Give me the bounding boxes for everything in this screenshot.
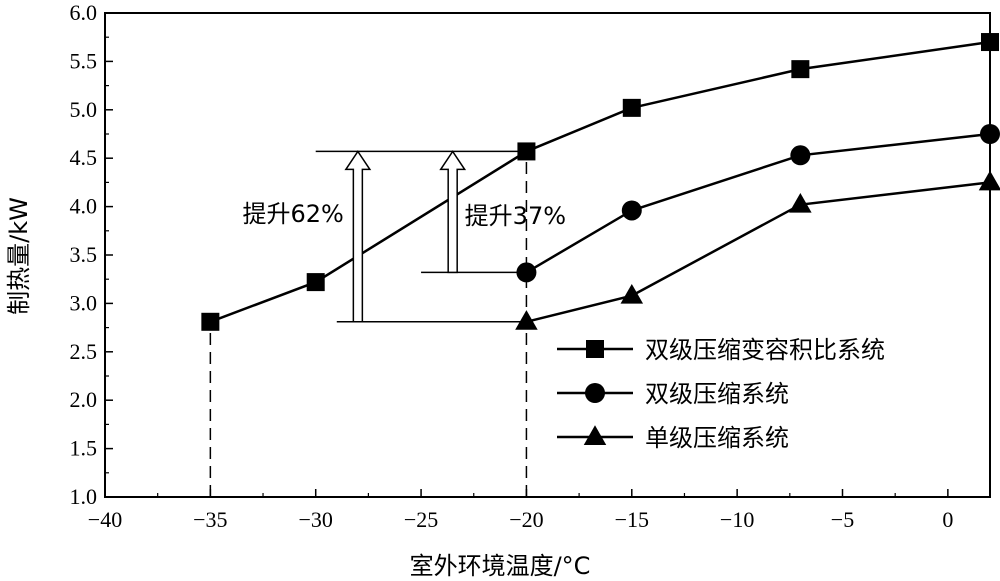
y-tick-label: 2.5 <box>70 339 98 364</box>
y-tick-label: 1.5 <box>70 436 98 461</box>
data-point-square <box>586 340 604 358</box>
legend-label: 双级压缩系统 <box>645 380 789 408</box>
data-point-square <box>306 273 325 292</box>
data-point-triangle <box>978 170 1000 191</box>
x-tick-label: −20 <box>509 507 543 532</box>
y-tick-label: 4.0 <box>70 194 98 219</box>
data-point-circle <box>790 145 811 166</box>
data-point-square <box>981 33 999 52</box>
x-tick-label: 0 <box>942 507 953 532</box>
data-point-square <box>517 142 536 161</box>
x-tick-label: −40 <box>88 507 122 532</box>
series-line-square <box>209 40 991 323</box>
x-axis-title: 室外环境温度/°C <box>410 552 591 580</box>
x-tick-label: −35 <box>193 507 227 532</box>
y-tick-label: 5.5 <box>70 48 98 73</box>
data-point-triangle <box>515 310 538 330</box>
y-tick-label: 1.0 <box>70 484 98 509</box>
data-point-square <box>201 312 220 331</box>
annotations: 提升62% 提升37% <box>243 150 566 323</box>
series-lines <box>201 33 1000 331</box>
y-tick-label: 3.5 <box>70 242 98 267</box>
data-point-triangle <box>620 283 644 304</box>
improvement-label: 提升62% <box>243 200 344 228</box>
legend-label: 双级压缩变容积比系统 <box>645 336 885 364</box>
data-point-triangle <box>789 192 812 213</box>
improvement-label: 提升37% <box>465 202 566 230</box>
x-tick-label: −15 <box>615 507 649 532</box>
legend-label: 单级压缩系统 <box>645 424 789 452</box>
y-tick-label: 6.0 <box>70 0 98 25</box>
y-tick-label: 4.5 <box>70 145 98 170</box>
data-point-circle <box>516 262 537 283</box>
data-point-square <box>622 98 641 117</box>
plot-frame <box>104 12 991 498</box>
data-point-circle <box>585 383 605 403</box>
y-tick-label: 3.0 <box>70 290 98 315</box>
y-tick-label: 5.0 <box>70 97 98 122</box>
x-tick-label: −25 <box>404 507 438 532</box>
y-tick-label: 2.0 <box>70 387 98 412</box>
data-point-square <box>791 60 810 79</box>
data-point-circle <box>621 200 642 221</box>
series-line-triangle <box>526 181 991 324</box>
x-tick-label: −5 <box>831 507 854 532</box>
data-point-circle <box>980 124 1000 144</box>
data-point-triangle <box>583 425 607 445</box>
axes: −40 −35 −30 −25 −20 −15 −10 −5 0 1.0 1.5 2.0 2.5 3.0 3… <box>70 0 991 532</box>
improvement-arrow <box>344 150 372 323</box>
y-axis-title: 制热量/kW <box>5 197 33 315</box>
x-tick-label: −30 <box>299 507 333 532</box>
improvement-arrow <box>439 150 467 274</box>
series-line-circle <box>525 132 991 274</box>
x-tick-label: −10 <box>720 507 754 532</box>
